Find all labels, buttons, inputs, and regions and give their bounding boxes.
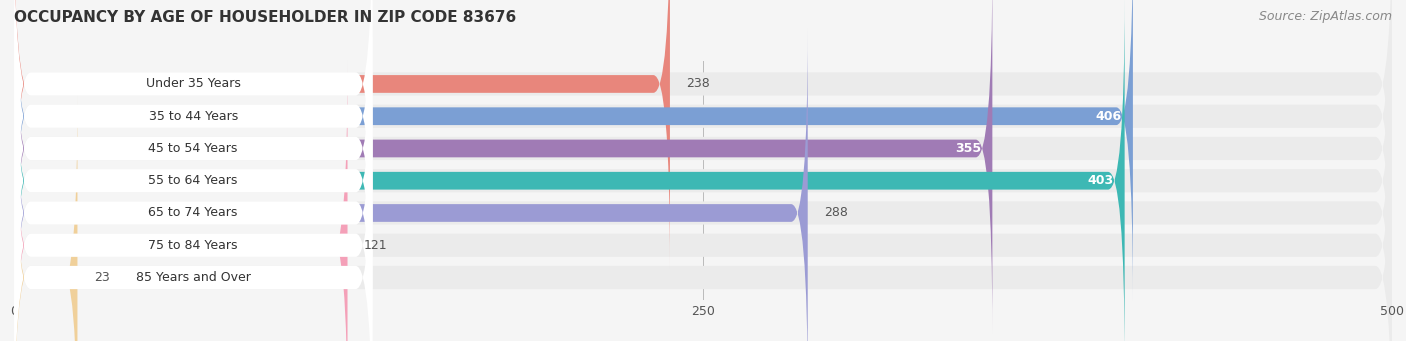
Text: 65 to 74 Years: 65 to 74 Years <box>149 207 238 220</box>
Text: Under 35 Years: Under 35 Years <box>146 77 240 90</box>
FancyBboxPatch shape <box>14 63 373 341</box>
FancyBboxPatch shape <box>14 0 1392 330</box>
Text: 35 to 44 Years: 35 to 44 Years <box>149 110 238 123</box>
FancyBboxPatch shape <box>14 0 373 298</box>
Text: 406: 406 <box>1095 110 1122 123</box>
Text: 75 to 84 Years: 75 to 84 Years <box>149 239 238 252</box>
FancyBboxPatch shape <box>14 0 373 341</box>
FancyBboxPatch shape <box>14 28 807 341</box>
Text: 85 Years and Over: 85 Years and Over <box>136 271 250 284</box>
FancyBboxPatch shape <box>14 0 1392 298</box>
FancyBboxPatch shape <box>14 0 1133 301</box>
FancyBboxPatch shape <box>14 93 77 341</box>
FancyBboxPatch shape <box>14 95 373 341</box>
FancyBboxPatch shape <box>14 31 373 341</box>
Text: 355: 355 <box>955 142 981 155</box>
Text: 238: 238 <box>686 77 710 90</box>
FancyBboxPatch shape <box>14 0 669 269</box>
Text: 288: 288 <box>824 207 848 220</box>
FancyBboxPatch shape <box>14 61 347 341</box>
FancyBboxPatch shape <box>14 31 1392 341</box>
Text: 403: 403 <box>1087 174 1114 187</box>
FancyBboxPatch shape <box>14 0 1392 341</box>
FancyBboxPatch shape <box>14 0 993 333</box>
FancyBboxPatch shape <box>14 0 1125 341</box>
Text: Source: ZipAtlas.com: Source: ZipAtlas.com <box>1258 10 1392 23</box>
FancyBboxPatch shape <box>14 95 1392 341</box>
Text: 45 to 54 Years: 45 to 54 Years <box>149 142 238 155</box>
FancyBboxPatch shape <box>14 0 373 266</box>
Text: 121: 121 <box>364 239 388 252</box>
FancyBboxPatch shape <box>14 0 373 330</box>
FancyBboxPatch shape <box>14 63 1392 341</box>
FancyBboxPatch shape <box>14 0 1392 266</box>
Text: OCCUPANCY BY AGE OF HOUSEHOLDER IN ZIP CODE 83676: OCCUPANCY BY AGE OF HOUSEHOLDER IN ZIP C… <box>14 10 516 25</box>
Text: 23: 23 <box>94 271 110 284</box>
Text: 55 to 64 Years: 55 to 64 Years <box>149 174 238 187</box>
